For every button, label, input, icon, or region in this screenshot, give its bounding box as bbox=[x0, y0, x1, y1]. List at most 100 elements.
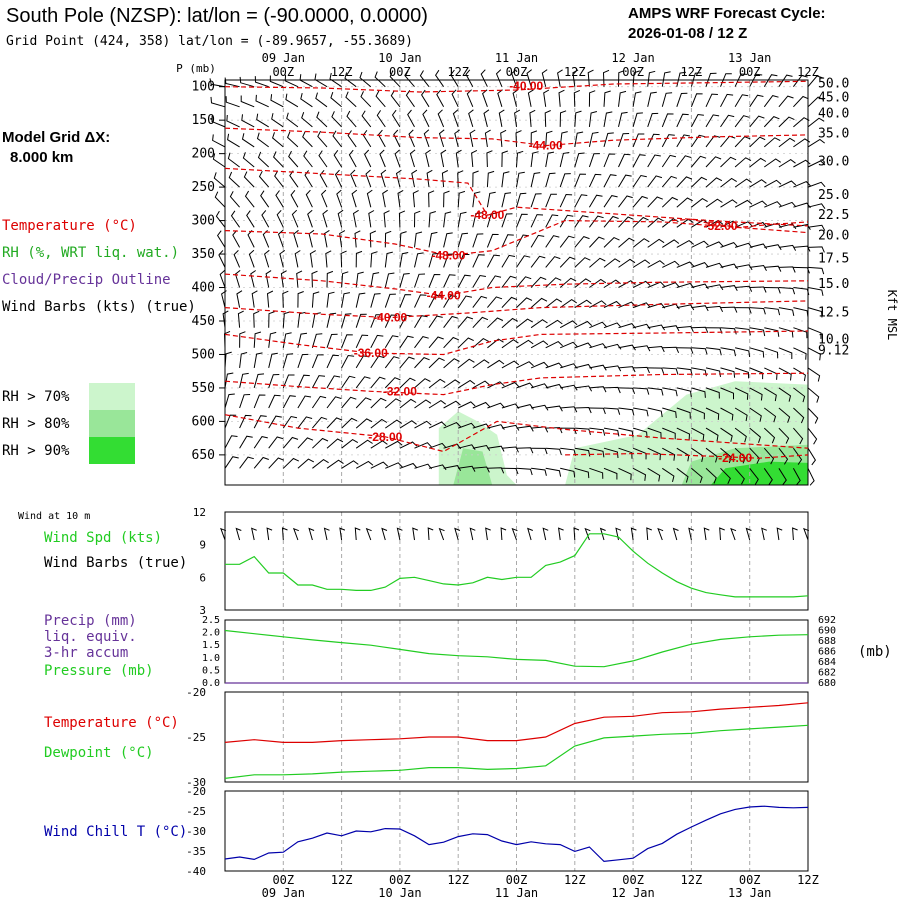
wind-barb bbox=[588, 194, 603, 208]
wind-barb bbox=[662, 407, 677, 418]
wind-barb bbox=[414, 420, 432, 429]
wind-barb bbox=[451, 89, 459, 108]
wind-barb bbox=[305, 189, 313, 208]
wind-barb bbox=[749, 136, 766, 148]
cross-section-frame bbox=[224, 79, 809, 486]
bottom-date-label: 10 Jan bbox=[378, 886, 421, 900]
wind-barb bbox=[720, 263, 739, 270]
wind-barb bbox=[749, 427, 761, 443]
wind-barb bbox=[530, 297, 548, 308]
pressure-tick-label: 350 bbox=[192, 247, 215, 262]
wind-barb bbox=[662, 447, 676, 461]
wind-barb bbox=[377, 129, 386, 148]
isotherm-label: -48.00 bbox=[470, 208, 504, 222]
isotherm bbox=[224, 372, 809, 396]
top-time-label: 00Z bbox=[506, 65, 528, 79]
wind-barb bbox=[778, 201, 797, 208]
wind-barb bbox=[778, 447, 789, 465]
wind-barb bbox=[618, 133, 630, 148]
wind-barb bbox=[268, 311, 275, 328]
wind-barb bbox=[297, 291, 304, 308]
wind-barb bbox=[472, 170, 479, 188]
wind-barb bbox=[618, 467, 632, 481]
wind-barb bbox=[661, 175, 678, 188]
wind-barb bbox=[530, 276, 547, 288]
wind-panel-title: Wind at 10 m bbox=[18, 511, 90, 522]
wind-barb bbox=[516, 213, 528, 228]
wind-barb bbox=[531, 467, 547, 476]
wind-barb bbox=[255, 94, 269, 108]
wind-barb bbox=[256, 132, 269, 148]
wind-barb bbox=[250, 270, 256, 288]
wind-barb bbox=[618, 70, 625, 87]
wind-barb bbox=[414, 357, 430, 369]
wind-barb bbox=[589, 257, 606, 268]
wind-barb bbox=[428, 336, 444, 349]
wind-barb bbox=[239, 456, 254, 469]
wind-barb bbox=[270, 94, 284, 108]
wind-barb bbox=[472, 191, 481, 208]
wind-barb bbox=[691, 155, 707, 168]
surface-wind-barb bbox=[542, 527, 549, 541]
height-tick-label: 40.0 bbox=[818, 106, 849, 121]
wind-barb bbox=[426, 169, 433, 188]
wind-barb bbox=[300, 92, 313, 108]
wind-barb bbox=[443, 315, 458, 329]
wind-barb bbox=[440, 149, 447, 168]
surface-wind-barb bbox=[266, 527, 273, 541]
wind-barb bbox=[224, 414, 237, 429]
wind-barb bbox=[472, 359, 490, 369]
height-tick-label: 12.5 bbox=[818, 305, 849, 320]
wind-barb bbox=[282, 374, 295, 389]
wind-barb bbox=[443, 295, 457, 308]
wind-barb bbox=[326, 270, 334, 288]
wind-barb bbox=[487, 296, 503, 308]
wind-barb bbox=[326, 459, 344, 469]
wind-barb bbox=[574, 299, 592, 309]
wind-barb bbox=[705, 93, 718, 108]
wind-barb bbox=[632, 174, 647, 188]
wind-barb bbox=[763, 468, 773, 485]
wind-barb bbox=[472, 466, 490, 473]
wind-barb bbox=[661, 92, 673, 107]
wind-barb bbox=[676, 155, 692, 168]
wind-barb bbox=[268, 331, 277, 348]
wind-barb bbox=[253, 415, 267, 429]
wind-barb bbox=[734, 242, 753, 249]
surface-wind-barb bbox=[281, 527, 288, 541]
wind-barb bbox=[530, 151, 539, 168]
wind-barb bbox=[720, 156, 737, 168]
wind-barb bbox=[241, 133, 255, 148]
wind-barb bbox=[793, 181, 811, 188]
wind-barb bbox=[603, 467, 618, 480]
wind-barb bbox=[705, 467, 717, 484]
isotherm-label: -40.00 bbox=[509, 79, 543, 93]
wind-barb bbox=[227, 152, 240, 168]
wind-barb bbox=[384, 272, 395, 288]
wind-barb bbox=[793, 347, 807, 360]
wind-barb bbox=[618, 447, 633, 459]
wind-barb bbox=[363, 149, 372, 168]
wind-barb bbox=[705, 284, 724, 291]
wind-barb bbox=[399, 231, 407, 248]
wind-barb bbox=[471, 149, 478, 168]
wind-barb bbox=[560, 341, 578, 349]
wind-barb bbox=[239, 76, 255, 88]
wind-barb bbox=[443, 211, 452, 228]
wind-barb bbox=[273, 151, 284, 168]
wind-barb bbox=[209, 78, 226, 88]
surface-wind-barb bbox=[792, 527, 798, 541]
wind-barb bbox=[793, 427, 804, 445]
wind-barb bbox=[397, 189, 404, 208]
wind-barb bbox=[807, 468, 815, 486]
wind-barb bbox=[227, 133, 240, 148]
wind-barb bbox=[233, 250, 241, 268]
rh-legend: RH > 70% RH > 80% RH > 90% bbox=[2, 383, 135, 464]
precip-tick-label: 0.0 bbox=[202, 678, 220, 689]
wind-barb bbox=[531, 426, 549, 433]
pressure-tick-label: 680 bbox=[818, 678, 836, 689]
forecast-cycle-value: 2026-01-08 / 12 Z bbox=[628, 25, 747, 42]
wind-barb bbox=[589, 467, 604, 479]
surface-wind-barb bbox=[500, 527, 507, 541]
wind-barb bbox=[661, 113, 674, 128]
